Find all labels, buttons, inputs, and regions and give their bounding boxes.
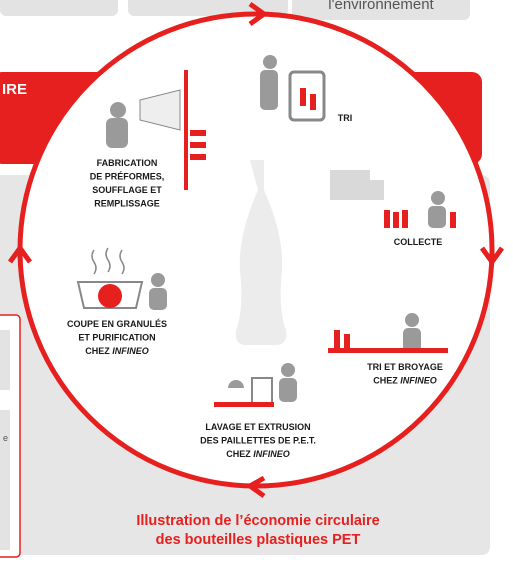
node-label: REMPLISSAGE <box>94 199 160 209</box>
node-label: DE PRÉFORMES, <box>90 172 165 182</box>
node-label: TRI <box>338 113 353 123</box>
company-name: INFINEO <box>253 449 290 459</box>
node-label: CHEZ INFINEO <box>373 376 437 386</box>
edge-text: IRE <box>2 81 27 98</box>
node-label: SOUFFLAGE ET <box>92 185 162 195</box>
node-label: DES PAILLETTES DE P.E.T. <box>200 436 316 446</box>
panel <box>0 0 118 16</box>
node-label-part: CHEZ <box>226 449 251 459</box>
panel <box>0 410 10 550</box>
node-label: COLLECTE <box>394 237 443 247</box>
node-label: CHEZ INFINEO <box>85 346 149 356</box>
company-name: INFINEO <box>400 376 437 386</box>
caption: Illustration de l’économie circulaire <box>136 513 379 529</box>
page: {"edge_texts": {"top_right": "l'environn… <box>0 0 513 570</box>
node-label-part: CHEZ <box>85 346 110 356</box>
edge-text: e <box>3 433 8 443</box>
diagram: l'environnement IRE e <box>0 0 513 570</box>
panel <box>0 330 10 390</box>
company-name: INFINEO <box>112 346 149 356</box>
node-label: LAVAGE ET EXTRUSION <box>205 422 310 432</box>
node-label-part: CHEZ <box>373 376 398 386</box>
caption: des bouteilles plastiques PET <box>156 532 361 548</box>
edge-text: l'environnement <box>328 0 434 13</box>
node-label: COUPE EN GRANULÉS <box>67 319 167 329</box>
node-label: CHEZ INFINEO <box>226 449 290 459</box>
node-label: FABRICATION <box>97 158 158 168</box>
node-label: ET PURIFICATION <box>78 333 155 343</box>
node-label: TRI ET BROYAGE <box>367 362 443 372</box>
